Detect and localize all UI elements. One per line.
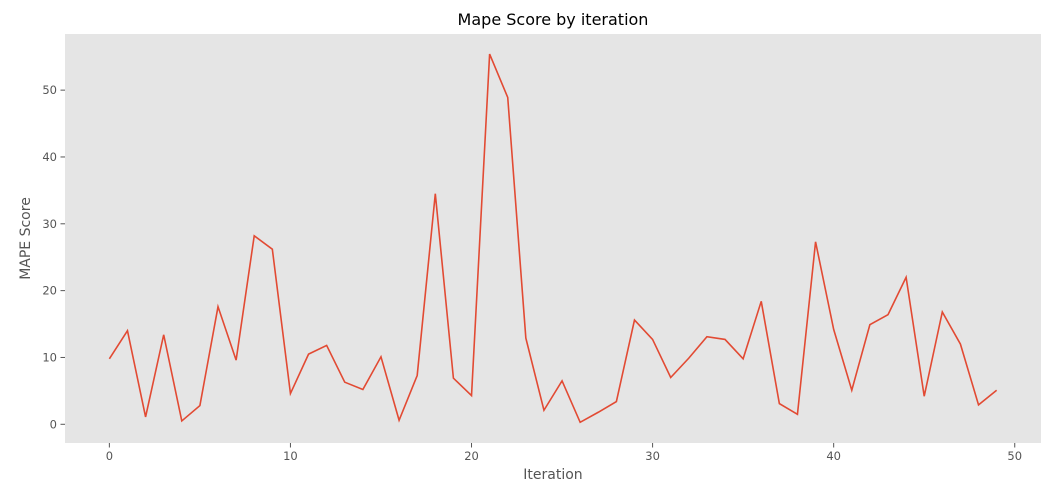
plot-area bbox=[65, 34, 1041, 443]
x-tick-label: 10 bbox=[283, 449, 298, 463]
x-tick-label: 30 bbox=[645, 449, 660, 463]
y-tick-label: 10 bbox=[42, 350, 57, 364]
y-tick-label: 40 bbox=[42, 150, 57, 164]
x-tick-label: 40 bbox=[826, 449, 841, 463]
y-axis-label: MAPE Score bbox=[18, 197, 34, 280]
x-tick-label: 50 bbox=[1007, 449, 1022, 463]
x-axis-ticks: 0 10 20 30 40 50 bbox=[106, 443, 1022, 463]
y-tick-label: 50 bbox=[42, 83, 57, 97]
y-tick-label: 0 bbox=[50, 417, 57, 431]
mape-score-line bbox=[108, 53, 998, 424]
x-tick-label: 20 bbox=[464, 449, 479, 463]
x-tick-label: 0 bbox=[106, 449, 113, 463]
y-tick-label: 30 bbox=[42, 217, 57, 231]
y-tick-label: 20 bbox=[42, 284, 57, 298]
chart-title: Mape Score by iteration bbox=[458, 10, 649, 29]
x-axis-label: Iteration bbox=[523, 467, 582, 483]
y-axis-ticks: 0 10 20 30 40 50 bbox=[42, 83, 65, 431]
